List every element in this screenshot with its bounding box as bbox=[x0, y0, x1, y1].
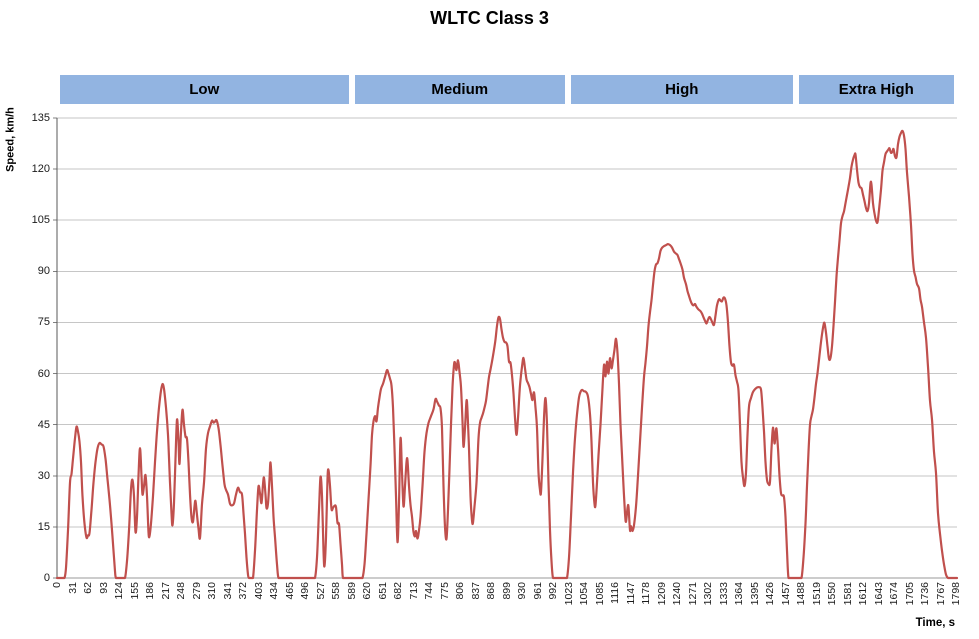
x-tick-label: 1364 bbox=[733, 582, 745, 606]
x-tick-label: 930 bbox=[516, 582, 528, 600]
x-tick-label: 1116 bbox=[609, 582, 621, 604]
x-tick-label: 992 bbox=[547, 582, 559, 600]
x-tick-label: 1085 bbox=[593, 582, 606, 606]
x-tick-label: 341 bbox=[221, 582, 234, 600]
x-tick-label: 1488 bbox=[795, 582, 807, 606]
y-tick-label: 60 bbox=[37, 367, 50, 380]
x-tick-label: 1023 bbox=[562, 582, 575, 606]
x-tick-label: 744 bbox=[423, 582, 435, 600]
x-tick-label: 279 bbox=[190, 582, 203, 600]
x-tick-label: 1302 bbox=[702, 582, 714, 606]
x-tick-label: 93 bbox=[97, 582, 110, 594]
x-tick-label: 620 bbox=[361, 582, 373, 600]
speed-curve bbox=[55, 129, 959, 580]
phase-band-extra-high: Extra High bbox=[798, 75, 954, 104]
x-tick-label: 403 bbox=[252, 582, 265, 600]
y-tick-label: 135 bbox=[31, 112, 50, 124]
y-tick-label: 75 bbox=[37, 316, 50, 329]
y-tick-label: 15 bbox=[37, 520, 50, 533]
y-tick-label: 90 bbox=[37, 265, 50, 278]
x-tick-label: 1457 bbox=[779, 582, 792, 606]
x-tick-label: 496 bbox=[299, 582, 311, 600]
x-tick-label: 1550 bbox=[826, 582, 838, 606]
x-tick-label: 62 bbox=[82, 582, 94, 594]
y-axis-title: Speed, km/h bbox=[4, 107, 17, 172]
x-tick-label: 372 bbox=[237, 582, 249, 600]
x-tick-label: 465 bbox=[283, 582, 296, 600]
x-tick-label: 961 bbox=[531, 582, 544, 600]
x-tick-label: 1333 bbox=[717, 582, 730, 606]
chart-title: WLTC Class 3 bbox=[430, 8, 549, 28]
x-tick-label: 589 bbox=[345, 582, 358, 600]
x-tick-label: 31 bbox=[66, 582, 79, 594]
x-tick-label: 713 bbox=[407, 582, 420, 600]
x-tick-label: 1054 bbox=[578, 582, 590, 606]
x-tick-label: 558 bbox=[330, 582, 342, 600]
x-tick-label: 806 bbox=[454, 582, 466, 600]
x-axis-title: Time, s bbox=[915, 617, 955, 629]
x-tick-label: 1426 bbox=[764, 582, 776, 606]
x-tick-label: 310 bbox=[206, 582, 218, 600]
x-tick-label: 775 bbox=[438, 582, 451, 600]
x-tick-label: 1271 bbox=[686, 582, 699, 606]
x-tick-label: 1178 bbox=[640, 582, 652, 605]
x-tick-label: 124 bbox=[113, 582, 125, 600]
x-tick-label: 868 bbox=[485, 582, 497, 600]
phase-band-high: High bbox=[571, 75, 793, 104]
x-tick-label: 1581 bbox=[841, 582, 854, 606]
phase-band-medium: Medium bbox=[354, 75, 565, 104]
y-tick-label: 45 bbox=[37, 418, 50, 431]
x-tick-label: 837 bbox=[469, 582, 482, 600]
x-tick-label: 1209 bbox=[655, 582, 668, 606]
y-tick-label: 30 bbox=[37, 469, 50, 482]
x-tick-label: 0 bbox=[51, 582, 63, 588]
x-tick-label: 682 bbox=[392, 582, 404, 600]
x-tick-label: 1395 bbox=[748, 582, 761, 606]
x-tick-label: 527 bbox=[314, 582, 327, 600]
x-tick-label: 155 bbox=[128, 582, 141, 600]
x-tick-label: 248 bbox=[175, 582, 187, 600]
x-tick-label: 1147 bbox=[624, 582, 637, 605]
x-tick-label: 1240 bbox=[671, 582, 683, 606]
x-tick-label: 1519 bbox=[810, 582, 823, 606]
y-tick-label: 120 bbox=[31, 163, 50, 176]
x-tick-label: 899 bbox=[500, 582, 513, 600]
x-tick-label: 217 bbox=[159, 582, 172, 600]
y-tick-label: 0 bbox=[43, 572, 50, 584]
x-tick-label: 186 bbox=[144, 582, 156, 600]
y-tick-label: 105 bbox=[31, 214, 50, 227]
x-tick-label: 651 bbox=[376, 582, 389, 600]
phase-band-low: Low bbox=[60, 75, 349, 104]
x-tick-label: 434 bbox=[268, 582, 280, 600]
